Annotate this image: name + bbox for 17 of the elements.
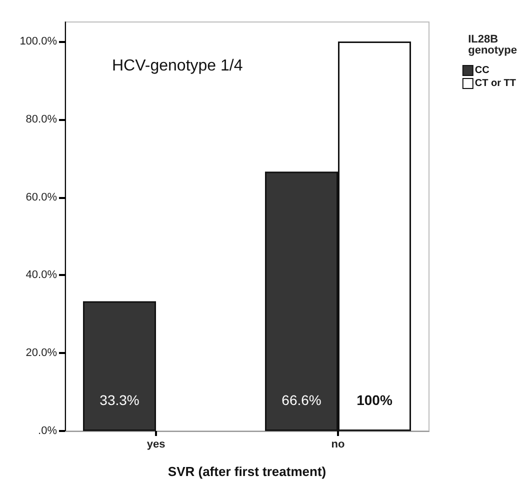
data-label: 33.3%: [100, 392, 140, 408]
x-tick-label: yes: [146, 438, 166, 450]
y-tick-label: 100.0%: [20, 35, 58, 48]
legend-label: CT or TT: [474, 78, 516, 89]
legend-title: IL28B genotype: [468, 34, 518, 56]
x-tick-label: no: [331, 438, 345, 450]
y-tick-label: 80.0%: [26, 113, 58, 126]
y-tick-label: 60.0%: [26, 191, 58, 204]
x-axis-title: SVR (after first treatment): [168, 464, 326, 479]
y-tick-label: 40.0%: [26, 269, 58, 282]
legend-label: CC: [474, 65, 490, 76]
bar: [83, 301, 156, 431]
data-label: 66.6%: [282, 392, 322, 408]
y-tick-label: .0%: [38, 425, 58, 437]
data-label: 100%: [356, 392, 393, 408]
y-tick-label: 20.0%: [26, 347, 58, 360]
annotation: HCV-genotype 1/4: [112, 58, 243, 74]
